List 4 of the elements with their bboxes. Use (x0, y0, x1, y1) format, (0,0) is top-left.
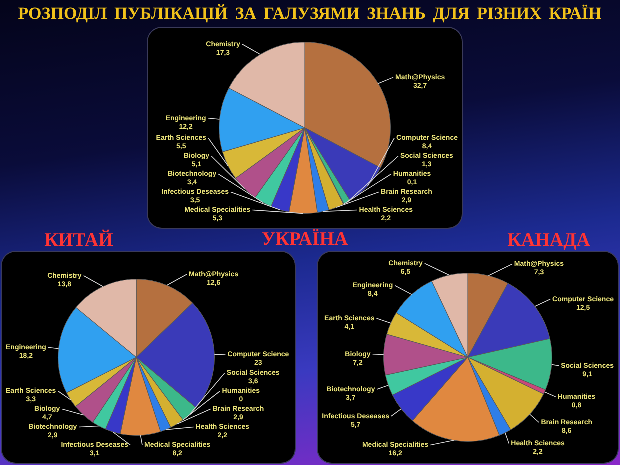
chart-title: РОЗПОДІЛ ПУБЛІКАЦІЙ ЗА ГАЛУЗЯМИ ЗНАНЬ ДЛЯ РІЗНИХ КРАЇН (17, 3, 603, 25)
chart-title: КАНАДА (506, 230, 592, 252)
chart-title: КИТАЙ (44, 230, 114, 252)
text: УКРАЇНА (260, 229, 350, 251)
